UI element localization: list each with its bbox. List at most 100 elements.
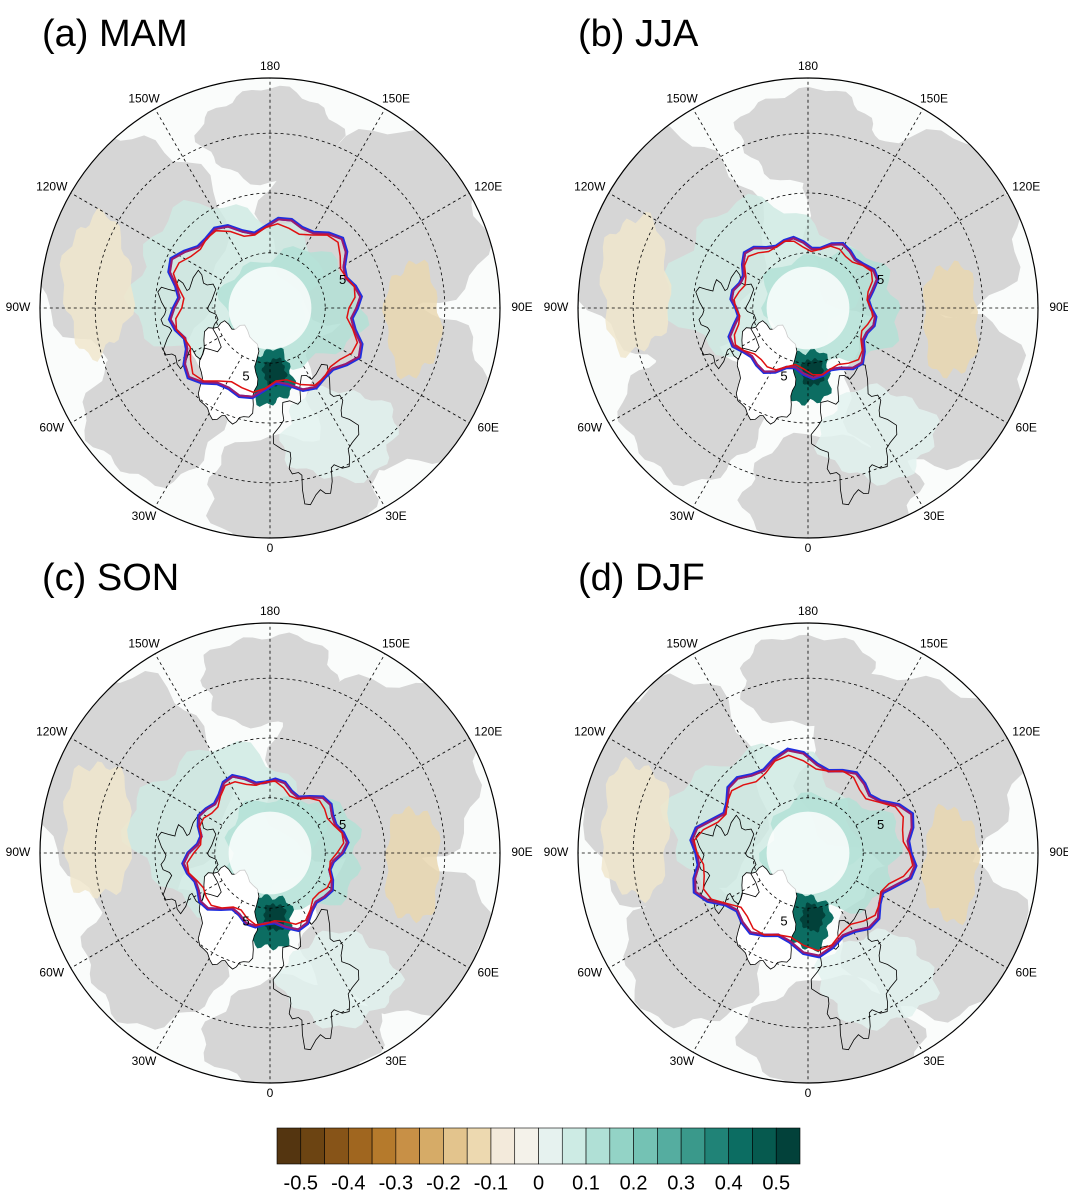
shading [63,761,132,898]
colorbar-tick-label: 0.5 [762,1172,790,1193]
colorbar-tick-label: -0.5 [284,1172,318,1193]
longitude-label: 120W [36,180,68,194]
longitude-label: 180 [260,604,280,618]
longitude-label: 120E [474,725,502,739]
longitude-label: 60W [577,421,602,435]
longitude-label: 90W [544,845,569,859]
colorbar-box [420,1128,444,1164]
colorbar-tick-label: 0.3 [667,1172,695,1193]
colorbar-tick-label: -0.1 [474,1172,508,1193]
longitude-label: 0 [267,541,274,555]
longitude-label: 60E [478,966,499,980]
longitude-label: 120W [574,725,606,739]
colorbar-box [515,1128,539,1164]
colorbar-tick-label: -0.2 [426,1172,460,1193]
contour-label: 5 [242,368,249,383]
longitude-label: 60E [478,421,499,435]
colorbar-box [610,1128,634,1164]
panel-title: (a) MAM [42,13,188,55]
longitude-label: 150E [382,91,410,105]
longitude-label: 30W [670,1054,695,1068]
longitude-label: 0 [805,1086,812,1100]
figure: 5 5 (a) MAM 180 150E 120E 90E 60E 30E 0 30W 60W 90W 1… [0,0,1068,1193]
longitude-label: 90E [511,845,532,859]
panel-title: (d) DJF [578,557,705,599]
panel-title: (c) SON [42,557,179,599]
map-panel [31,623,500,1101]
colorbar-box [443,1128,467,1164]
colorbar-box [634,1128,658,1164]
colorbar-box [467,1128,491,1164]
longitude-label: 180 [260,59,280,73]
colorbar-box [301,1128,325,1164]
contour-label: 5 [877,817,884,832]
pole-area [229,267,312,350]
longitude-label: 180 [798,59,818,73]
longitude-label: 90W [6,845,31,859]
panel-title: (b) JJA [578,13,699,55]
longitude-label: 0 [805,541,812,555]
longitude-label: 180 [798,604,818,618]
longitude-label: 90E [1049,845,1068,859]
longitude-label: 60W [577,966,602,980]
longitude-label: 0 [267,1086,274,1100]
colorbar-tick-label: 0.1 [572,1172,600,1193]
colorbar-box [491,1128,515,1164]
contour-label: 5 [242,913,249,928]
longitude-label: 30E [923,1054,944,1068]
colorbar-box [562,1128,586,1164]
contour-label: 5 [780,913,787,928]
colorbar-tick-label: 0 [533,1172,544,1193]
longitude-label: 120W [36,725,68,739]
map-panel [573,78,1038,551]
colorbar-box [705,1128,729,1164]
colorbar-tick-label: 0.4 [715,1172,743,1193]
longitude-label: 120W [574,180,606,194]
longitude-label: 30E [923,509,944,523]
longitude-label: 120E [1012,180,1040,194]
colorbar-tick-label: -0.4 [331,1172,365,1193]
colorbar-tick-label: -0.3 [379,1172,413,1193]
longitude-label: 120E [474,180,502,194]
colorbar-box [752,1128,776,1164]
longitude-label: 90E [1049,300,1068,314]
longitude-label: 90W [544,300,569,314]
longitude-label: 150W [128,636,160,650]
longitude-label: 30E [385,1054,406,1068]
pole-area [767,812,850,895]
colorbar-box [348,1128,372,1164]
pole-area [229,812,312,895]
longitude-label: 150W [666,91,698,105]
colorbar-box [372,1128,396,1164]
longitude-label: 30W [132,1054,157,1068]
colorbar-box [729,1128,753,1164]
longitude-label: 30E [385,509,406,523]
pole-area [767,267,850,350]
colorbar-box [681,1128,705,1164]
colorbar-box [396,1128,420,1164]
contour-label: 5 [339,817,346,832]
colorbar-box [539,1128,563,1164]
longitude-label: 90E [511,300,532,314]
contour-label: 5 [877,272,884,287]
longitude-label: 60E [1016,966,1037,980]
longitude-label: 60E [1016,421,1037,435]
longitude-label: 60W [39,421,64,435]
longitude-label: 30W [132,509,157,523]
colorbar-box [277,1128,301,1164]
colorbar-tick-label: 0.2 [620,1172,648,1193]
colorbar-box [776,1128,800,1164]
colorbar-box [586,1128,610,1164]
contour-label: 5 [780,368,787,383]
contour-label: 5 [339,272,346,287]
longitude-label: 150E [920,91,948,105]
longitude-label: 120E [1012,725,1040,739]
longitude-label: 150W [666,636,698,650]
longitude-label: 30W [670,509,695,523]
longitude-label: 150W [128,91,160,105]
longitude-label: 150E [920,636,948,650]
longitude-label: 90W [6,300,31,314]
colorbar-box [657,1128,681,1164]
longitude-label: 60W [39,966,64,980]
longitude-label: 150E [382,636,410,650]
